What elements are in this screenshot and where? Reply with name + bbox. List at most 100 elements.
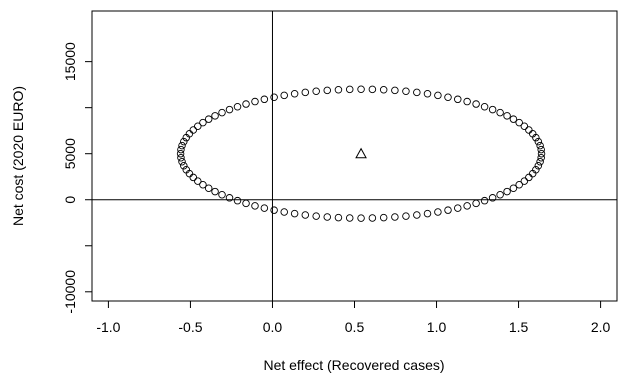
ellipse-point: [233, 102, 242, 111]
ellipse-point: [178, 141, 186, 150]
ellipse-point: [463, 202, 471, 210]
ellipse-point: [488, 194, 497, 202]
ellipse-point: [270, 206, 278, 214]
ellipse-point: [323, 86, 332, 95]
ellipse-point: [312, 212, 320, 220]
y-axis: -10000 0 5000 15000: [62, 42, 92, 314]
ellipse-point: [520, 177, 529, 185]
ellipse-point: [509, 115, 518, 123]
ellipse-point: [211, 112, 219, 120]
x-tick-label: 2.0: [591, 319, 611, 335]
ellipse-point: [515, 118, 523, 127]
ellipse-point: [509, 184, 518, 192]
ellipse-point: [290, 209, 299, 218]
ellipse-point: [413, 211, 421, 219]
ellipse-point: [423, 90, 432, 98]
ellipse-point: [434, 208, 442, 216]
x-tick-label: -0.5: [178, 319, 202, 335]
y-tick-label: 0: [62, 196, 78, 204]
ellipse-point: [520, 122, 529, 131]
x-tick-label: -1.0: [96, 319, 120, 335]
ellipse-point: [454, 95, 462, 104]
ellipse-point: [391, 86, 399, 95]
ellipse-point: [472, 100, 480, 108]
point-estimate-triangle: [355, 147, 367, 159]
x-tick-label: 1.0: [427, 319, 447, 335]
ellipse-point: [280, 208, 288, 216]
y-axis-title: Net cost (2020 EURO): [10, 86, 26, 226]
ellipse-point: [454, 204, 462, 212]
ellipse-point: [537, 145, 545, 154]
ellipse-point: [537, 149, 546, 158]
ellipse-point: [496, 108, 504, 117]
ellipse-point: [413, 88, 421, 97]
ellipse-point: [182, 133, 191, 142]
ellipse-point: [536, 158, 544, 166]
ellipse-point: [528, 130, 537, 138]
ellipse-point: [233, 196, 242, 205]
ellipse-point: [515, 180, 523, 189]
ellipse-point: [189, 173, 198, 182]
x-tick-label: 0.5: [345, 319, 365, 335]
ellipse-point: [301, 211, 310, 219]
ellipse-point: [472, 199, 480, 208]
y-tick-label: 15000: [62, 42, 78, 81]
ellipse-point: [503, 112, 511, 120]
ellipse-point: [280, 91, 288, 100]
ellipse-point: [225, 194, 234, 202]
ellipse-point: [368, 85, 377, 94]
ellipse-point: [434, 91, 442, 100]
ellipse-point: [391, 213, 399, 221]
ellipse-point: [199, 180, 207, 189]
ellipse-point: [180, 137, 188, 146]
confidence-ellipse: [176, 85, 546, 222]
y-tick-label: 5000: [62, 138, 78, 169]
ellipse-point: [525, 173, 533, 182]
ellipse-point: [218, 191, 226, 199]
ellipse-point: [178, 158, 186, 166]
ellipse-point: [444, 206, 452, 214]
ellipse-point: [402, 87, 410, 96]
x-tick-label: 1.5: [509, 319, 529, 335]
ellipse-point: [444, 93, 452, 101]
ellipse-point: [194, 122, 202, 131]
ellipse-point: [379, 86, 388, 94]
y-tick-label: -10000: [62, 270, 78, 314]
ellipse-point: [480, 196, 489, 205]
ellipse-point: [536, 141, 544, 150]
ellipse-point: [260, 204, 269, 212]
ellipse-point: [534, 137, 543, 146]
x-tick-label: 0.0: [263, 319, 283, 335]
ellipse-point: [312, 87, 320, 96]
x-axis-title: Net effect (Recovered cases): [263, 357, 444, 373]
ellipse-point: [189, 126, 198, 134]
ellipse-point: [480, 102, 489, 111]
ellipse-point: [463, 97, 471, 106]
ellipse-point: [488, 105, 497, 114]
ellipse-point: [177, 145, 185, 154]
ellipse-point: [176, 149, 185, 158]
ellipse-point: [402, 212, 410, 220]
ellipse-point: [251, 202, 259, 210]
ellipse-point: [334, 86, 343, 94]
ellipse-point: [204, 115, 213, 123]
ellipse-point: [194, 177, 202, 185]
ellipse-point: [423, 209, 432, 218]
ellipse-point: [290, 90, 299, 98]
ellipse-point: [260, 95, 269, 104]
ellipse-point: [180, 162, 188, 170]
ellipse-point: [301, 88, 310, 97]
ellipse-point: [185, 169, 194, 178]
ellipse-point: [334, 213, 343, 222]
ellipse-point: [379, 213, 388, 222]
ellipse-point: [534, 162, 543, 170]
ellipse-point: [211, 187, 219, 196]
ellipse-point: [345, 214, 354, 222]
reference-lines: [92, 11, 617, 301]
ellipse-point: [357, 214, 365, 222]
ellipse-point: [251, 97, 259, 106]
ellipse-point: [204, 184, 213, 192]
point-estimate: [355, 147, 367, 159]
ellipse-point: [525, 126, 533, 134]
